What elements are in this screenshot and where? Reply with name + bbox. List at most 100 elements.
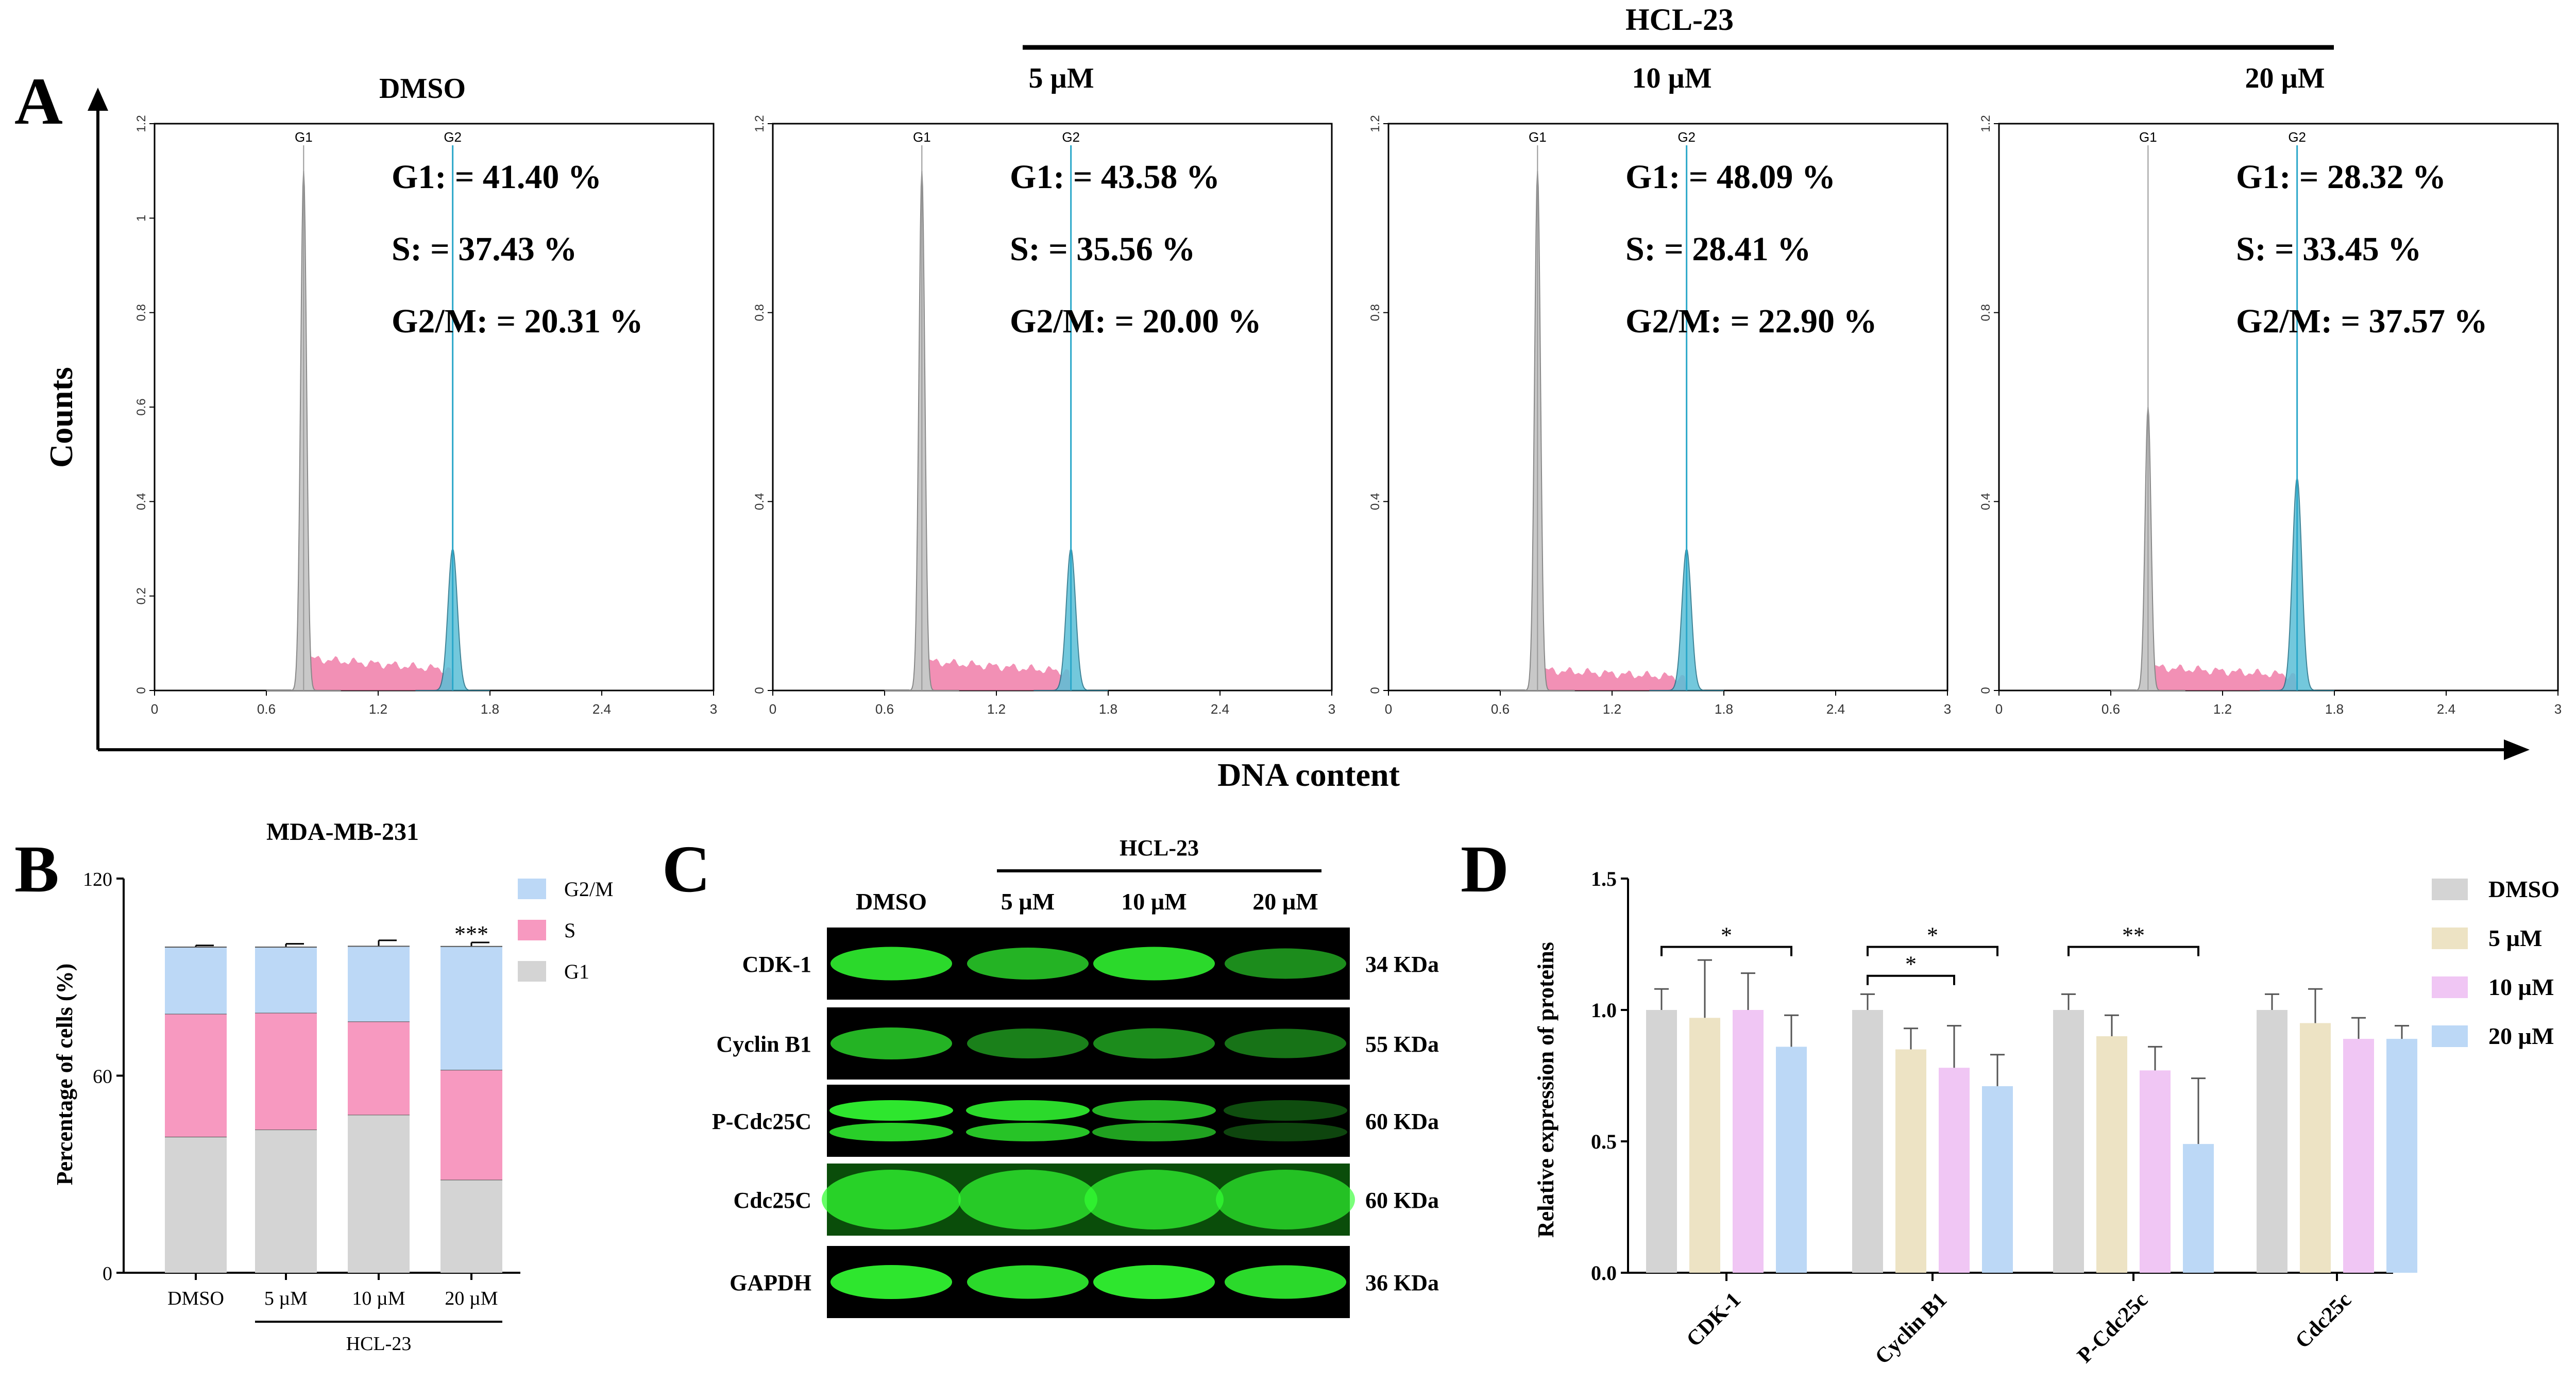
- blot-row-pcdc25c: P-Cdc25C 60 KDa: [712, 1085, 1439, 1157]
- flow-ytick-label: 1.2: [1979, 115, 1993, 132]
- blot-band: [1216, 1170, 1355, 1229]
- flow-plot-frame: [154, 123, 715, 692]
- flow-xtick-label: 1.2: [1603, 701, 1621, 717]
- blot-band: [829, 1123, 953, 1141]
- chart-d-legend-label: 20 µM: [2488, 1023, 2554, 1049]
- blot-band: [1225, 948, 1346, 979]
- flow-xtick-label: 0.6: [257, 701, 276, 717]
- chart-b-xtick-label: 20 µM: [445, 1288, 498, 1309]
- flow-xtick-label: 1.2: [987, 701, 1006, 717]
- flow-ytick-label: 0.8: [134, 304, 148, 321]
- blot-band: [829, 1100, 953, 1121]
- chart-b-legend-swatch: [518, 961, 546, 982]
- blot-band: [831, 947, 952, 981]
- flow-stat-g1: G1: = 28.32 %: [2236, 158, 2446, 196]
- flow-g1-label: G1: [1529, 129, 1547, 145]
- chart-b-ytick-label: 0: [103, 1263, 112, 1285]
- blot-band: [967, 1029, 1089, 1058]
- blot-band: [1224, 1123, 1347, 1141]
- flow-plot-title: 20 µM: [2245, 62, 2325, 94]
- chart-b-bar-g1: [348, 1115, 410, 1273]
- blot-band: [1224, 1100, 1347, 1121]
- chart-b-significance: ***: [454, 921, 488, 947]
- chart-d-legend-label: DMSO: [2488, 876, 2560, 902]
- chart-b-legend-label: S: [564, 919, 575, 942]
- flow-stat-g1: G1: = 48.09 %: [1625, 158, 1836, 196]
- chart-d-legend-swatch: [2432, 928, 2468, 949]
- flow-xtick-label: 1.2: [369, 701, 387, 717]
- blot-size-label: 55 KDa: [1365, 1032, 1439, 1057]
- chart-b-legend-label: G1: [564, 960, 589, 983]
- chart-b-bar-g1: [440, 1179, 502, 1273]
- flow-ytick-label: 0.8: [1979, 304, 1993, 321]
- flow-ytick-label: 0.6: [134, 398, 148, 415]
- flow-plot-3: 10 µM 0 0.4 0.8 1.2 0 0.6 1.2 1.8 2.4 3 G1 G2 G1: = 4…: [1368, 62, 1951, 717]
- chart-d-sig-bracket: [1867, 974, 1955, 985]
- chart-b-bar-g2m: [255, 947, 317, 1013]
- flow-stat-g2m: G2/M: = 20.00 %: [1010, 302, 1262, 340]
- chart-d-legend-swatch: [2432, 976, 2468, 998]
- chart-b-bar-g2m: [440, 946, 502, 1070]
- blot-band: [958, 1170, 1097, 1229]
- flow-xlabel: DNA content: [1217, 756, 1400, 793]
- blot-lane-label: 5 µM: [1001, 888, 1055, 915]
- blot-band: [1093, 1028, 1215, 1059]
- flow-stat-g1: G1: = 41.40 %: [392, 158, 602, 196]
- chart-b-legend-label: G2/M: [564, 878, 614, 901]
- blot-band: [1084, 1170, 1224, 1229]
- flow-x-arrowhead: [2504, 739, 2530, 760]
- blot-band: [831, 1265, 952, 1299]
- chart-b-xtick-label: 5 µM: [264, 1288, 308, 1309]
- chart-d-legend-swatch: [2432, 879, 2468, 900]
- panel-label-b: B: [14, 832, 59, 906]
- blot-protein-label: CDK-1: [742, 952, 811, 977]
- chart-d-ytick-label: 1.0: [1591, 999, 1617, 1022]
- chart-b-bar-g1: [165, 1137, 227, 1273]
- flow-xtick-label: 0.6: [875, 701, 894, 717]
- panel-c-western-blot: HCL-23 DMSO 5 µM 10 µM 20 µM CDK-1 34 KDa Cycl…: [712, 835, 1439, 1318]
- chart-d-xtick-label: CDK-1: [1682, 1288, 1745, 1352]
- chart-b-group-label: HCL-23: [346, 1333, 412, 1355]
- flow-stat-g1: G1: = 43.58 %: [1010, 158, 1220, 196]
- panel-d-grouped-bar: Relative expression of proteins 0.0 0.5 1.…: [1533, 867, 2560, 1369]
- panel-label-a: A: [14, 64, 63, 139]
- chart-d-ytick-label: 1.5: [1591, 867, 1617, 890]
- flow-s-phase-area: [922, 659, 1071, 690]
- chart-d-ytick-label: 0.5: [1591, 1130, 1617, 1153]
- blot-protein-label: P-Cdc25C: [712, 1109, 811, 1134]
- flow-xtick-label: 3: [1328, 701, 1335, 717]
- chart-b-legend-swatch: [518, 920, 546, 940]
- flow-ytick-label: 0.4: [134, 493, 148, 510]
- chart-b-bar-s: [165, 1014, 227, 1137]
- blot-row-cdc25c: Cdc25C 60 KDa: [733, 1164, 1439, 1236]
- flow-xtick-label: 0: [151, 701, 158, 717]
- flow-histograms: DMSO 0 0.2 0.4 0.6 0.8 1 1.2 0 0.6 1.2 1.8 2.4 3 G1 G2 G…: [134, 62, 2562, 717]
- flow-xtick-label: 2.4: [592, 701, 611, 717]
- flow-stat-g2m: G2/M: = 20.31 %: [392, 302, 643, 340]
- chart-d-bar: [2183, 1144, 2214, 1273]
- chart-d-bar: [1733, 1010, 1764, 1273]
- chart-b-bar-g1: [255, 1130, 317, 1273]
- flow-g2-label: G2: [1062, 129, 1080, 145]
- chart-d-bar: [1895, 1049, 1926, 1273]
- flow-xtick-label: 2.4: [1826, 701, 1845, 717]
- flow-g1-label: G1: [2139, 129, 2157, 145]
- flow-plot-frame: [1998, 123, 2559, 692]
- chart-d-bar: [1939, 1068, 1970, 1273]
- chart-d-legend-swatch: [2432, 1025, 2468, 1047]
- blot-lane-label: 20 µM: [1252, 888, 1318, 915]
- chart-b-title: MDA-MB-231: [266, 818, 419, 846]
- blot-size-label: 60 KDa: [1365, 1109, 1439, 1134]
- flow-stat-s: S: = 37.43 %: [392, 230, 577, 268]
- flow-xtick-label: 3: [2554, 701, 2562, 717]
- chart-d-bar: [2140, 1070, 2171, 1273]
- flow-s-phase-area: [2148, 664, 2297, 690]
- blot-row-cdk1: CDK-1 34 KDa: [742, 928, 1439, 1000]
- flow-ytick-label: 1: [134, 215, 148, 222]
- blot-strip: [827, 1085, 1350, 1157]
- flow-plot-1: DMSO 0 0.2 0.4 0.6 0.8 1 1.2 0 0.6 1.2 1.8 2.4 3 G1 G2 G…: [134, 73, 717, 717]
- flow-ytick-label: 0: [134, 687, 148, 694]
- flow-g2-label: G2: [444, 129, 462, 145]
- flow-ytick-label: 0.4: [1368, 493, 1382, 510]
- flow-ytick-label: 0: [1368, 687, 1382, 694]
